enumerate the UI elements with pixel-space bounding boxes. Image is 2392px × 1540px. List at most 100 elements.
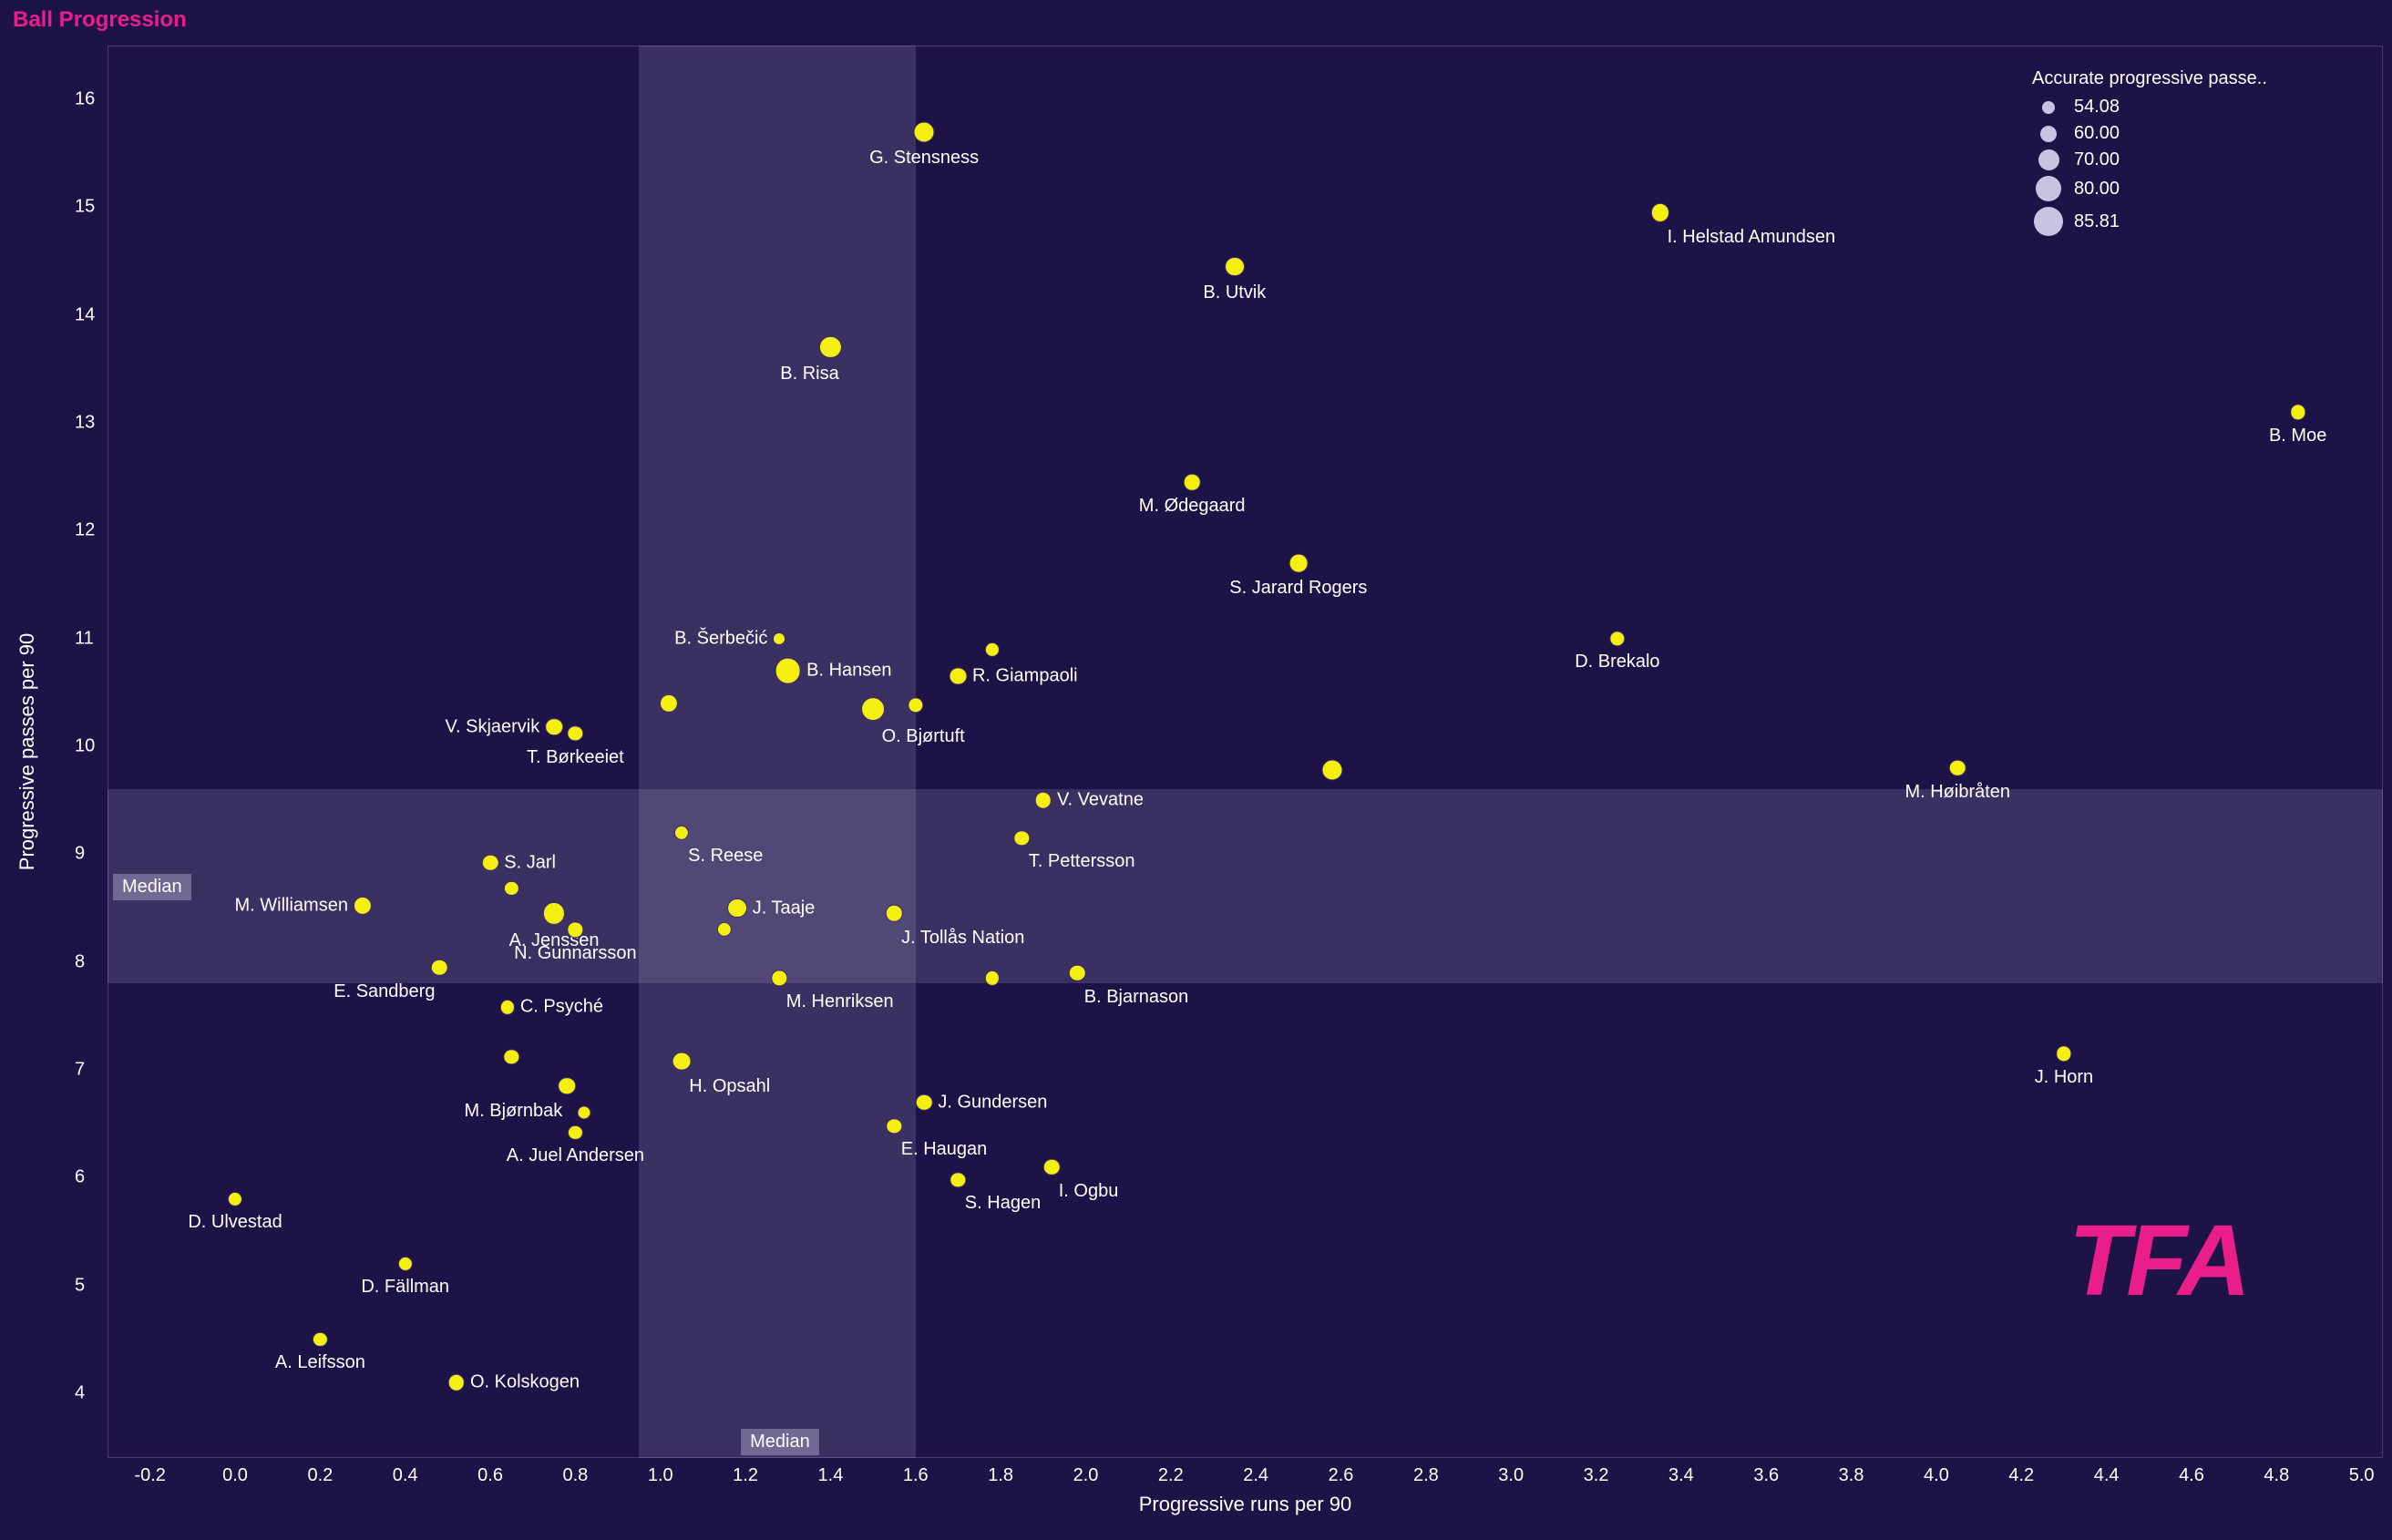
legend-item: 60.00 <box>2032 123 2267 144</box>
data-point[interactable] <box>577 1106 590 1120</box>
legend-value: 60.00 <box>2074 123 2120 144</box>
legend-bubble <box>2040 126 2057 142</box>
legend-bubble <box>2034 207 2063 236</box>
y-axis-label: Progressive passes per 90 <box>15 633 39 870</box>
data-point-label: I. Ogbu <box>1059 1181 1119 1202</box>
median-label-y: Median <box>113 874 191 900</box>
data-point-label: G. Stensness <box>869 148 979 169</box>
legend-item: 85.81 <box>2032 207 2267 236</box>
x-tick: 3.8 <box>1839 1465 1864 1486</box>
data-point[interactable] <box>672 1052 692 1071</box>
median-label-x: Median <box>741 1429 819 1455</box>
legend-value: 80.00 <box>2074 179 2120 200</box>
data-point-label: M. Henriksen <box>786 991 894 1012</box>
x-tick: 3.6 <box>1753 1465 1779 1486</box>
data-point-label: J. Gundersen <box>938 1092 1047 1113</box>
x-tick: 4.8 <box>2264 1465 2289 1486</box>
x-tick: 2.8 <box>1413 1465 1439 1486</box>
x-tick: 1.6 <box>903 1465 929 1486</box>
data-point[interactable] <box>545 718 563 736</box>
y-tick: 4 <box>75 1383 85 1404</box>
data-point-label: B. Hansen <box>806 661 891 682</box>
data-point-label: M. Williamsen <box>234 896 347 917</box>
data-point-label: T. Børkeeiet <box>527 747 624 768</box>
x-tick: 1.0 <box>648 1465 673 1486</box>
data-point-label: R. Giampaoli <box>972 666 1078 687</box>
data-point-label: V. Vevatne <box>1057 790 1144 811</box>
data-point[interactable] <box>1322 760 1343 781</box>
median-band-vertical <box>639 46 915 1458</box>
y-tick: 5 <box>75 1275 85 1296</box>
legend-value: 70.00 <box>2074 149 2120 170</box>
data-point-label: B. Bjarnason <box>1084 987 1189 1008</box>
x-tick: 5.0 <box>2349 1465 2375 1486</box>
x-tick: 4.6 <box>2179 1465 2204 1486</box>
data-point-label: V. Skjaervik <box>446 716 540 737</box>
x-tick: 1.2 <box>733 1465 758 1486</box>
x-tick: 4.2 <box>2008 1465 2034 1486</box>
y-tick: 6 <box>75 1167 85 1188</box>
x-tick: -0.2 <box>134 1465 165 1486</box>
data-point-label: J. Taaje <box>753 898 816 919</box>
legend-title: Accurate progressive passe.. <box>2032 68 2267 89</box>
x-tick: 1.4 <box>818 1465 844 1486</box>
data-point[interactable] <box>861 697 885 721</box>
data-point-label: S. Hagen <box>965 1193 1041 1214</box>
data-point-label: I. Helstad Amundsen <box>1668 227 1836 248</box>
data-point[interactable] <box>727 898 747 919</box>
plot-area <box>108 46 2383 1458</box>
data-point-label: B. Risa <box>780 364 838 385</box>
data-point-label: J. Tollås Nation <box>901 928 1024 949</box>
data-point-label: S. Jarard Rogers <box>1229 578 1367 599</box>
data-point-label: S. Jarl <box>504 852 556 873</box>
data-point-label: H. Opsahl <box>689 1076 770 1097</box>
x-tick: 3.4 <box>1668 1465 1694 1486</box>
y-tick: 8 <box>75 951 85 972</box>
data-point-label: M. Ødegaard <box>1139 496 1246 517</box>
data-point-label: D. Fällman <box>361 1277 449 1298</box>
data-point-label: A. Juel Andersen <box>507 1145 644 1166</box>
data-point-label: T. Pettersson <box>1029 851 1135 872</box>
data-point-label: B. Šerbečić <box>674 628 767 649</box>
y-tick: 11 <box>75 628 94 649</box>
size-legend: Accurate progressive passe.. 54.08 60.00 7… <box>2032 68 2267 241</box>
data-point-label: J. Horn <box>2035 1067 2093 1088</box>
legend-item: 54.08 <box>2032 97 2267 118</box>
data-point-label: E. Haugan <box>901 1139 988 1160</box>
x-tick: 3.0 <box>1498 1465 1524 1486</box>
x-tick: 1.8 <box>988 1465 1013 1486</box>
x-tick: 2.2 <box>1158 1465 1184 1486</box>
legend-value: 54.08 <box>2074 97 2120 118</box>
legend-item: 70.00 <box>2032 149 2267 170</box>
y-tick: 16 <box>75 89 95 110</box>
data-point[interactable] <box>1288 554 1308 573</box>
legend-bubble <box>2042 101 2055 114</box>
x-tick: 2.6 <box>1329 1465 1354 1486</box>
data-point[interactable] <box>558 1077 576 1095</box>
data-point-label: A. Leifsson <box>275 1352 365 1373</box>
data-point[interactable] <box>773 632 785 645</box>
data-point-label: O. Kolskogen <box>470 1372 580 1393</box>
y-tick: 10 <box>75 736 95 757</box>
data-point[interactable] <box>1225 257 1245 277</box>
data-point[interactable] <box>914 121 935 142</box>
y-tick: 9 <box>75 844 85 865</box>
x-tick: 0.4 <box>393 1465 418 1486</box>
x-tick: 0.6 <box>477 1465 503 1486</box>
x-tick: 0.2 <box>307 1465 333 1486</box>
y-tick: 14 <box>75 304 95 325</box>
y-tick: 12 <box>75 520 95 541</box>
x-axis-label: Progressive runs per 90 <box>1139 1493 1352 1516</box>
data-point[interactable] <box>950 668 967 685</box>
x-tick: 0.8 <box>562 1465 588 1486</box>
data-point-label: O. Bjørtuft <box>882 726 965 747</box>
x-tick: 4.4 <box>2094 1465 2120 1486</box>
data-point[interactable] <box>775 658 801 684</box>
legend-bubble <box>2036 176 2061 201</box>
y-tick: 13 <box>75 413 95 434</box>
x-tick: 2.0 <box>1073 1465 1099 1486</box>
median-band-horizontal <box>108 789 2383 983</box>
data-point-label: N. Gunnarsson <box>514 943 637 964</box>
data-point-label: M. Bjørnbak <box>465 1101 563 1122</box>
x-tick: 3.2 <box>1584 1465 1609 1486</box>
